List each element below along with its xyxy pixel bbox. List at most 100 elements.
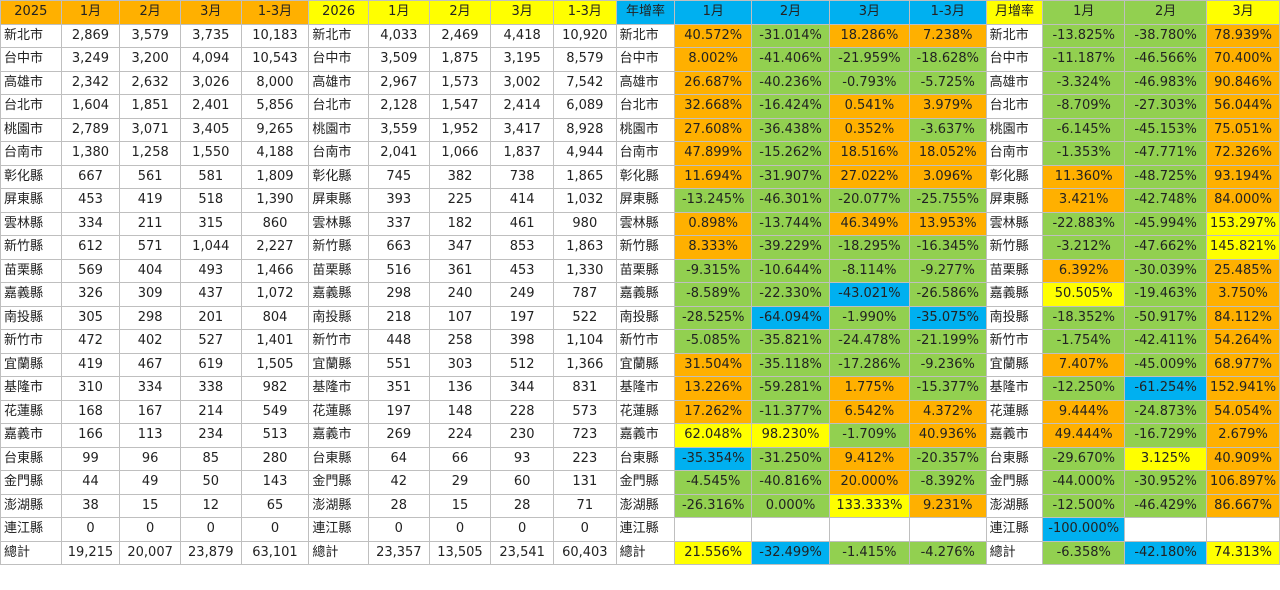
value-2025-cell[interactable]: 1,550 (179, 141, 242, 166)
value-2026-cell[interactable]: 8,579 (552, 47, 617, 72)
region-cell[interactable]: 新北市 (615, 23, 676, 48)
region-cell[interactable]: 苗栗縣 (985, 258, 1044, 283)
yoy-rate-cell[interactable]: 31.504% (674, 352, 753, 377)
value-2026-cell[interactable]: 723 (552, 423, 617, 448)
mom-rate-cell[interactable]: -100.000% (1042, 517, 1126, 542)
region-cell[interactable]: 雲林縣 (0, 211, 62, 236)
yoy-rate-cell[interactable]: -31.907% (751, 164, 830, 189)
region-cell[interactable]: 澎湖縣 (985, 493, 1044, 518)
yoy-rate-cell[interactable]: 18.516% (828, 141, 910, 166)
yoy-rate-cell[interactable]: -17.286% (828, 352, 910, 377)
yoy-rate-cell[interactable]: 8.333% (674, 235, 753, 260)
mom-rate-cell[interactable] (1206, 517, 1280, 542)
value-2026-cell[interactable]: 197 (367, 399, 430, 424)
region-cell[interactable]: 高雄市 (615, 70, 676, 95)
value-2025-cell[interactable]: 214 (179, 399, 242, 424)
region-cell[interactable]: 金門縣 (0, 470, 62, 495)
value-2026-cell[interactable]: 230 (490, 423, 554, 448)
yoy-rate-cell[interactable]: 9.412% (828, 446, 910, 471)
yoy-rate-cell[interactable]: -39.229% (751, 235, 830, 260)
mom-rate-cell[interactable]: 50.505% (1042, 282, 1126, 307)
region-cell[interactable]: 台東縣 (308, 446, 369, 471)
yoy-rate-cell[interactable]: 21.556% (674, 540, 753, 565)
value-2026-cell[interactable]: 1,863 (552, 235, 617, 260)
value-2026-cell[interactable]: 29 (428, 470, 492, 495)
mom-rate-cell[interactable]: -27.303% (1124, 94, 1208, 119)
yoy-rate-cell[interactable]: 0.898% (674, 211, 753, 236)
region-cell[interactable]: 總計 (985, 540, 1044, 565)
value-2026-cell[interactable]: 382 (428, 164, 492, 189)
value-2026-cell[interactable]: 3,509 (367, 47, 430, 72)
yoy-rate-cell[interactable]: 0.541% (828, 94, 910, 119)
region-cell[interactable]: 屏東縣 (308, 188, 369, 213)
value-2025-cell[interactable]: 143 (240, 470, 310, 495)
region-cell[interactable]: 台中市 (308, 47, 369, 72)
value-2025-cell[interactable]: 453 (60, 188, 121, 213)
mom-rate-cell[interactable]: 72.326% (1206, 141, 1280, 166)
value-2026-cell[interactable]: 745 (367, 164, 430, 189)
yoy-rate-cell[interactable]: 8.002% (674, 47, 753, 72)
yoy-rate-cell[interactable]: -13.245% (674, 188, 753, 213)
mom-rate-cell[interactable]: -45.153% (1124, 117, 1208, 142)
mom-rate-cell[interactable]: 75.051% (1206, 117, 1280, 142)
value-2025-cell[interactable]: 1,851 (119, 94, 181, 119)
value-2025-cell[interactable]: 1,072 (240, 282, 310, 307)
mom-rate-cell[interactable]: 40.909% (1206, 446, 1280, 471)
region-cell[interactable]: 彰化縣 (615, 164, 676, 189)
value-2026-cell[interactable]: 0 (367, 517, 430, 542)
mom-rate-cell[interactable]: 7.407% (1042, 352, 1126, 377)
yoy-rate-cell[interactable]: -16.345% (908, 235, 987, 260)
value-2025-cell[interactable]: 2,342 (60, 70, 121, 95)
region-cell[interactable]: 苗栗縣 (0, 258, 62, 283)
value-2025-cell[interactable]: 211 (119, 211, 181, 236)
value-2026-cell[interactable]: 344 (490, 376, 554, 401)
value-2026-cell[interactable]: 28 (490, 493, 554, 518)
mom-rate-cell[interactable]: -8.709% (1042, 94, 1126, 119)
mom-rate-cell[interactable]: -47.662% (1124, 235, 1208, 260)
column-header[interactable]: 3月 (1206, 0, 1280, 25)
value-2025-cell[interactable]: 1,809 (240, 164, 310, 189)
value-2026-cell[interactable]: 23,357 (367, 540, 430, 565)
yoy-rate-cell[interactable]: -11.377% (751, 399, 830, 424)
value-2025-cell[interactable]: 437 (179, 282, 242, 307)
mom-rate-cell[interactable]: 3.421% (1042, 188, 1126, 213)
yoy-rate-cell[interactable]: -28.525% (674, 305, 753, 330)
value-2025-cell[interactable]: 201 (179, 305, 242, 330)
yoy-rate-cell[interactable]: -20.357% (908, 446, 987, 471)
value-2025-cell[interactable]: 3,579 (119, 23, 181, 48)
region-cell[interactable]: 連江縣 (615, 517, 676, 542)
value-2026-cell[interactable]: 2,469 (428, 23, 492, 48)
yoy-rate-cell[interactable]: -0.793% (828, 70, 910, 95)
region-cell[interactable]: 雲林縣 (985, 211, 1044, 236)
mom-rate-cell[interactable]: -22.883% (1042, 211, 1126, 236)
mom-rate-cell[interactable]: -38.780% (1124, 23, 1208, 48)
mom-rate-cell[interactable]: 49.444% (1042, 423, 1126, 448)
mom-rate-cell[interactable]: -42.748% (1124, 188, 1208, 213)
yoy-rate-cell[interactable]: -8.392% (908, 470, 987, 495)
region-cell[interactable]: 屏東縣 (0, 188, 62, 213)
value-2026-cell[interactable]: 663 (367, 235, 430, 260)
value-2025-cell[interactable]: 23,879 (179, 540, 242, 565)
region-cell[interactable]: 花蓮縣 (615, 399, 676, 424)
region-cell[interactable]: 南投縣 (615, 305, 676, 330)
mom-rate-cell[interactable]: 54.054% (1206, 399, 1280, 424)
mom-rate-cell[interactable]: 25.485% (1206, 258, 1280, 283)
mom-rate-cell[interactable]: -24.873% (1124, 399, 1208, 424)
region-cell[interactable]: 宜蘭縣 (615, 352, 676, 377)
value-2025-cell[interactable]: 402 (119, 329, 181, 354)
column-header[interactable]: 3月 (179, 0, 242, 25)
value-2025-cell[interactable]: 493 (179, 258, 242, 283)
region-cell[interactable]: 澎湖縣 (308, 493, 369, 518)
region-cell[interactable]: 嘉義市 (308, 423, 369, 448)
column-header[interactable]: 1-3月 (552, 0, 617, 25)
value-2025-cell[interactable]: 310 (60, 376, 121, 401)
mom-rate-cell[interactable]: -1.754% (1042, 329, 1126, 354)
value-2025-cell[interactable]: 4,094 (179, 47, 242, 72)
region-cell[interactable]: 嘉義市 (0, 423, 62, 448)
value-2025-cell[interactable]: 8,000 (240, 70, 310, 95)
region-cell[interactable]: 台南市 (985, 141, 1044, 166)
region-cell[interactable]: 新竹縣 (308, 235, 369, 260)
value-2026-cell[interactable]: 573 (552, 399, 617, 424)
yoy-rate-cell[interactable]: -25.755% (908, 188, 987, 213)
region-cell[interactable]: 嘉義縣 (615, 282, 676, 307)
